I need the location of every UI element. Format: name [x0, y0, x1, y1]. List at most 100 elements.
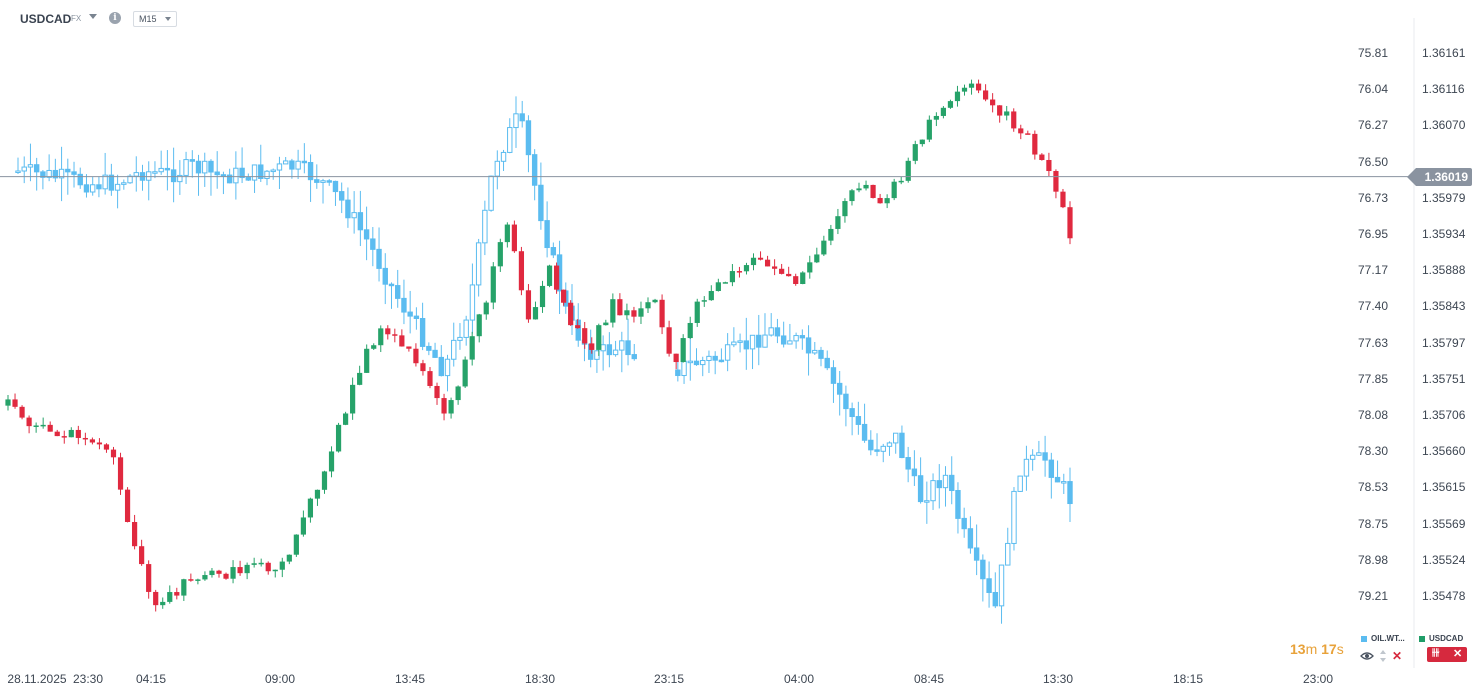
oil-candle [463, 319, 469, 338]
usdcad-candle [47, 424, 53, 432]
oil-candle [407, 311, 413, 317]
usdcad-candle [483, 302, 489, 315]
usdcad-candle [835, 216, 841, 229]
usdcad-candle [828, 228, 834, 241]
usdcad-candle [1039, 154, 1045, 160]
legend-item-oil[interactable]: OIL.WT... [1361, 634, 1405, 643]
oil-candle [843, 393, 849, 410]
usdcad-candle [202, 575, 208, 580]
oil-candle [177, 174, 183, 183]
usdcad-candle [603, 322, 609, 326]
usdcad-candle [300, 517, 306, 535]
oil-candle [500, 151, 507, 162]
usdcad-candle [188, 579, 194, 581]
oil-candle [1029, 454, 1036, 460]
usdcad-candle [870, 184, 876, 198]
right-axis-tick: 1.36116 [1422, 82, 1465, 97]
usdcad-candle [12, 399, 18, 407]
oil-candle [89, 184, 96, 193]
close-icon[interactable]: ✕ [1392, 649, 1403, 663]
info-icon[interactable]: i [109, 12, 121, 24]
left-axis-tick: 79.21 [1358, 589, 1389, 603]
usdcad-candle [237, 567, 243, 574]
usdcad-candle [631, 310, 637, 317]
usdcad-candle [772, 266, 778, 269]
usdcad-candle [420, 363, 426, 372]
right-axis-tick: 1.35797 [1422, 335, 1466, 350]
oil-candle [619, 340, 625, 351]
time-axis-tick: 23:15 [653, 672, 685, 686]
usdcad-candle [779, 268, 785, 274]
oil-candle [519, 113, 525, 122]
oil-candle [949, 474, 955, 492]
oil-candle [245, 177, 252, 181]
oil-candle [457, 336, 463, 341]
oil-candle [127, 175, 133, 184]
usdcad-candle [807, 262, 813, 273]
reorder-icon[interactable] [1380, 650, 1386, 662]
eye-icon[interactable] [1360, 651, 1374, 661]
oil-candle [724, 344, 731, 361]
close-icon[interactable]: ✕ [1453, 648, 1463, 660]
usdcad-candle [272, 569, 278, 572]
oil-candle [961, 517, 967, 530]
usdcad-candle [357, 372, 363, 385]
oil-candle [326, 180, 332, 183]
candle-style-icon[interactable]: ⫲⫳ [1432, 647, 1440, 658]
usdcad-candle [926, 119, 932, 140]
oil-candle [33, 164, 40, 173]
usdcad-series-controls[interactable]: ⫲⫳ ✕ [1427, 647, 1467, 662]
oil-candle [65, 168, 71, 173]
oil-candle [973, 547, 980, 561]
usdcad-candle [617, 299, 623, 316]
usdcad-candle [793, 276, 799, 284]
oil-candle [955, 490, 961, 519]
oil-candle [531, 154, 538, 186]
oil-candle [799, 335, 806, 339]
usdcad-candle [54, 431, 60, 437]
usdcad-candle [961, 87, 968, 92]
oil-candle [251, 164, 258, 181]
oil-candle [432, 349, 438, 358]
oil-candle [824, 357, 830, 369]
usdcad-candle [399, 335, 405, 347]
legend-item-usdcad[interactable]: USDCAD [1419, 634, 1463, 643]
usdcad-candle [195, 579, 201, 581]
time-axis-tick: 13:30 [1042, 672, 1074, 686]
oil-candle [899, 432, 905, 459]
usdcad-candle [124, 489, 131, 522]
oil-candle [426, 345, 432, 351]
oil-candle [812, 349, 818, 354]
oil-candle [276, 163, 283, 171]
usdcad-candle [856, 188, 862, 191]
usdcad-candle [385, 328, 391, 335]
oil-candle [46, 169, 52, 178]
oil-candle [631, 354, 637, 360]
oil-candle [1005, 542, 1011, 566]
oil-candle [1054, 476, 1061, 483]
usdcad-candle [680, 338, 686, 363]
symbol-dropdown-icon[interactable] [89, 14, 97, 19]
time-axis-tick: 18:15 [1172, 672, 1204, 686]
timeframe-select[interactable]: M15 [133, 11, 177, 27]
oil-candle [451, 339, 457, 360]
oil-candle [289, 160, 295, 170]
oil-candle [307, 161, 314, 181]
oil-candle [388, 283, 395, 287]
left-axis-tick: 78.30 [1358, 444, 1389, 459]
usdcad-candle [364, 348, 370, 373]
oil-candle [905, 457, 911, 470]
time-axis-tick: 09:00 [264, 672, 296, 686]
oil-candle [893, 432, 899, 444]
oil-candle [805, 337, 812, 354]
usdcad-candle [814, 254, 820, 263]
oil-candle [681, 360, 687, 377]
usdcad-candle [975, 83, 982, 91]
usdcad-candle [568, 302, 574, 326]
symbol-name[interactable]: USDCAD [20, 12, 72, 26]
usdcad-candle [940, 107, 947, 116]
right-axis-tick: 1.35979 [1422, 190, 1466, 205]
symbol-type: FX [71, 14, 82, 23]
usdcad-candle [757, 257, 764, 260]
